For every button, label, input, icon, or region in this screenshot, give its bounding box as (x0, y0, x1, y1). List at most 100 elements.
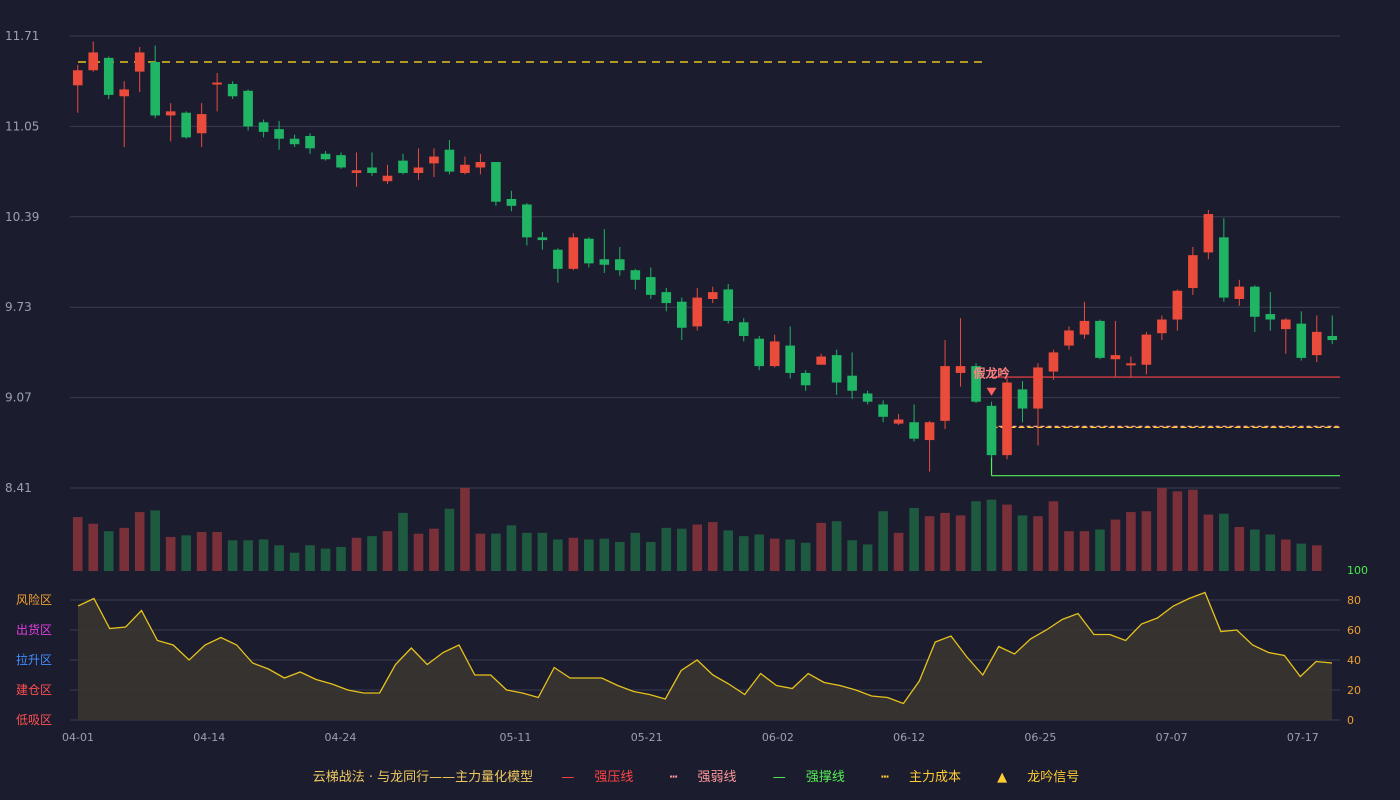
legend-symbol-resistance: — (561, 770, 575, 785)
volume-bar (1079, 531, 1090, 571)
candle-body (429, 156, 439, 164)
candle-body (645, 277, 656, 295)
candle-body (1095, 320, 1105, 358)
candle-body (367, 167, 377, 173)
legend-item-cost[interactable]: ┅ 主力成本 (873, 770, 973, 785)
volume-bar (599, 538, 610, 571)
volume-bar (1188, 489, 1198, 571)
zone-label: 建仓区 (16, 683, 52, 697)
candle-body (475, 162, 486, 168)
volume-bar (181, 535, 191, 571)
volume-bar (196, 531, 207, 571)
volume-bar (1265, 534, 1276, 571)
volume-bar (1234, 527, 1245, 571)
date-tick-label: 06-12 (893, 731, 925, 744)
candle-body (676, 301, 687, 328)
legend-label-weak: 强弱线 (697, 770, 737, 785)
candle-body (258, 122, 269, 132)
candle-body (1280, 319, 1291, 330)
volume-bar (382, 531, 393, 571)
legend-label-support: 强撑线 (805, 770, 845, 785)
signal-arrow-icon (986, 387, 997, 396)
candle-body (165, 111, 176, 116)
legend-item-signal[interactable]: ▲ 龙吟信号 (989, 770, 1087, 785)
volume-bar (398, 512, 408, 571)
candle-body (584, 238, 594, 264)
candle-body (816, 356, 826, 365)
legend-item-weak[interactable]: ┅ 强弱线 (662, 770, 749, 785)
candle-body (1188, 255, 1198, 289)
date-tick-label: 06-25 (1024, 731, 1056, 744)
candle-body (1219, 237, 1229, 298)
candle-body (599, 259, 610, 265)
candle-body (1265, 314, 1276, 320)
legend-label-cost: 主力成本 (908, 770, 961, 785)
candle-body (460, 164, 470, 173)
volume-bar (1095, 529, 1105, 571)
candle-body (1126, 363, 1136, 366)
volume-bar (676, 528, 687, 571)
signal-tick-label: 0 (1347, 714, 1354, 727)
legend-item-support[interactable]: — 强撑线 (765, 770, 857, 785)
volume-bar (305, 545, 315, 571)
volume-bar (986, 499, 997, 571)
candle-body (506, 198, 517, 206)
candle-body (862, 393, 873, 402)
candle-body (289, 138, 300, 145)
volume-bar (1157, 488, 1167, 571)
volume-bar (738, 536, 749, 571)
candle-body (1141, 334, 1152, 365)
volume-bar (88, 523, 99, 571)
candle-body (351, 170, 362, 173)
volume-bar (491, 533, 501, 571)
volume-bar (506, 525, 517, 571)
candle-body (212, 82, 222, 85)
volume-bar (1250, 529, 1260, 571)
signal-tick-label: 100 (1347, 564, 1368, 577)
volume-bar (692, 524, 703, 571)
signal-annotation-label: 假龙吟 (974, 366, 1010, 381)
signal-tick-label: 60 (1347, 624, 1361, 637)
candle-body (1296, 323, 1307, 358)
date-tick-label: 07-17 (1287, 731, 1319, 744)
volume-bar (955, 515, 966, 571)
volume-bar (537, 532, 548, 571)
candle-body (320, 153, 331, 160)
date-tick-label: 04-14 (193, 731, 225, 744)
volume-bar (568, 537, 579, 571)
candle-body (72, 70, 83, 86)
volume-bar (940, 512, 950, 571)
candle-body (398, 160, 408, 173)
candle-body (103, 57, 114, 95)
volume-bar (1219, 513, 1229, 571)
candle-body (119, 89, 130, 97)
candle-body (568, 237, 579, 269)
candle-body (661, 292, 672, 304)
volume-bar (72, 517, 83, 571)
stock-chart: 11.71 11.05 10.39 9.73 9.07 8.41 假龙吟 100 80 60 40 2… (5, 29, 1368, 744)
candle-body (738, 322, 749, 336)
volume-bar (1280, 539, 1291, 571)
volume-bar (289, 552, 300, 571)
volume-bar (723, 530, 734, 571)
legend-item-resistance[interactable]: — 强压线 (553, 770, 645, 785)
candle-body (630, 270, 641, 280)
volume-bar (103, 531, 114, 571)
zone-label: 拉升区 (16, 652, 52, 667)
candle-body (707, 292, 718, 299)
candle-body (692, 297, 703, 327)
volume-bar (475, 533, 486, 571)
volume-bar (584, 539, 594, 571)
price-tick-label: 8.41 (5, 481, 32, 495)
volume-bar (847, 540, 857, 571)
date-tick-label: 07-07 (1156, 731, 1188, 744)
candle-body (88, 52, 99, 71)
legend-symbol-weak: ┅ (669, 770, 678, 785)
zone-label: 低吸区 (16, 713, 52, 727)
volume-bar (615, 541, 625, 571)
candle-body (1002, 382, 1012, 456)
candle-body (243, 90, 253, 127)
candle-body (1017, 389, 1028, 409)
candle-body (1033, 367, 1043, 409)
candle-body (723, 289, 734, 321)
